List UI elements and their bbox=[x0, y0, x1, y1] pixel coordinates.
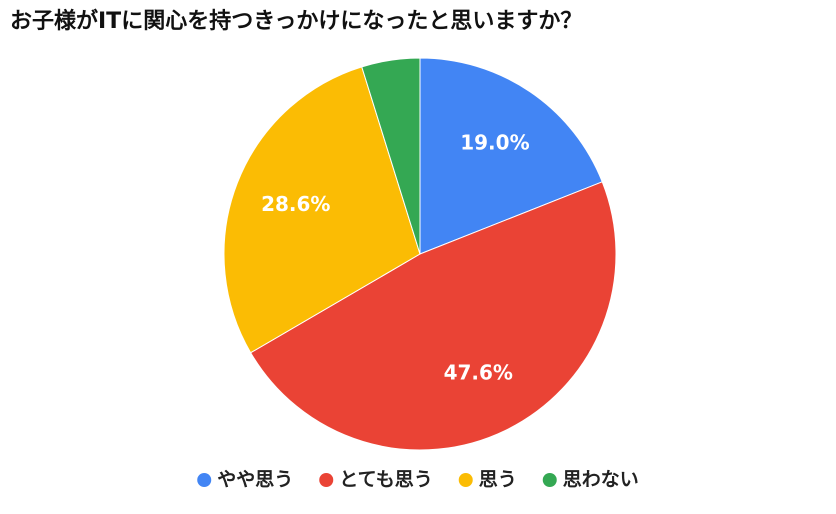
data-label: 47.6% bbox=[444, 360, 513, 384]
pie-slice bbox=[223, 66, 421, 354]
legend-label: やや思う bbox=[217, 469, 293, 491]
legend-label: 思う bbox=[479, 469, 517, 491]
legend-label: とても思う bbox=[339, 469, 432, 491]
pie-slice bbox=[419, 57, 603, 255]
pie-slice bbox=[361, 57, 421, 255]
data-label: 19.0% bbox=[460, 130, 529, 154]
legend-label: 思わない bbox=[563, 469, 639, 491]
pie-slice bbox=[249, 181, 617, 451]
chart-title: お子様がITに関心を持つきっかけになったと思いますか？ bbox=[10, 8, 582, 34]
legend-marker bbox=[542, 473, 557, 487]
legend-marker bbox=[197, 473, 212, 487]
legend-marker bbox=[458, 473, 473, 487]
legend-marker bbox=[319, 473, 334, 487]
data-label: 28.6% bbox=[261, 192, 330, 216]
